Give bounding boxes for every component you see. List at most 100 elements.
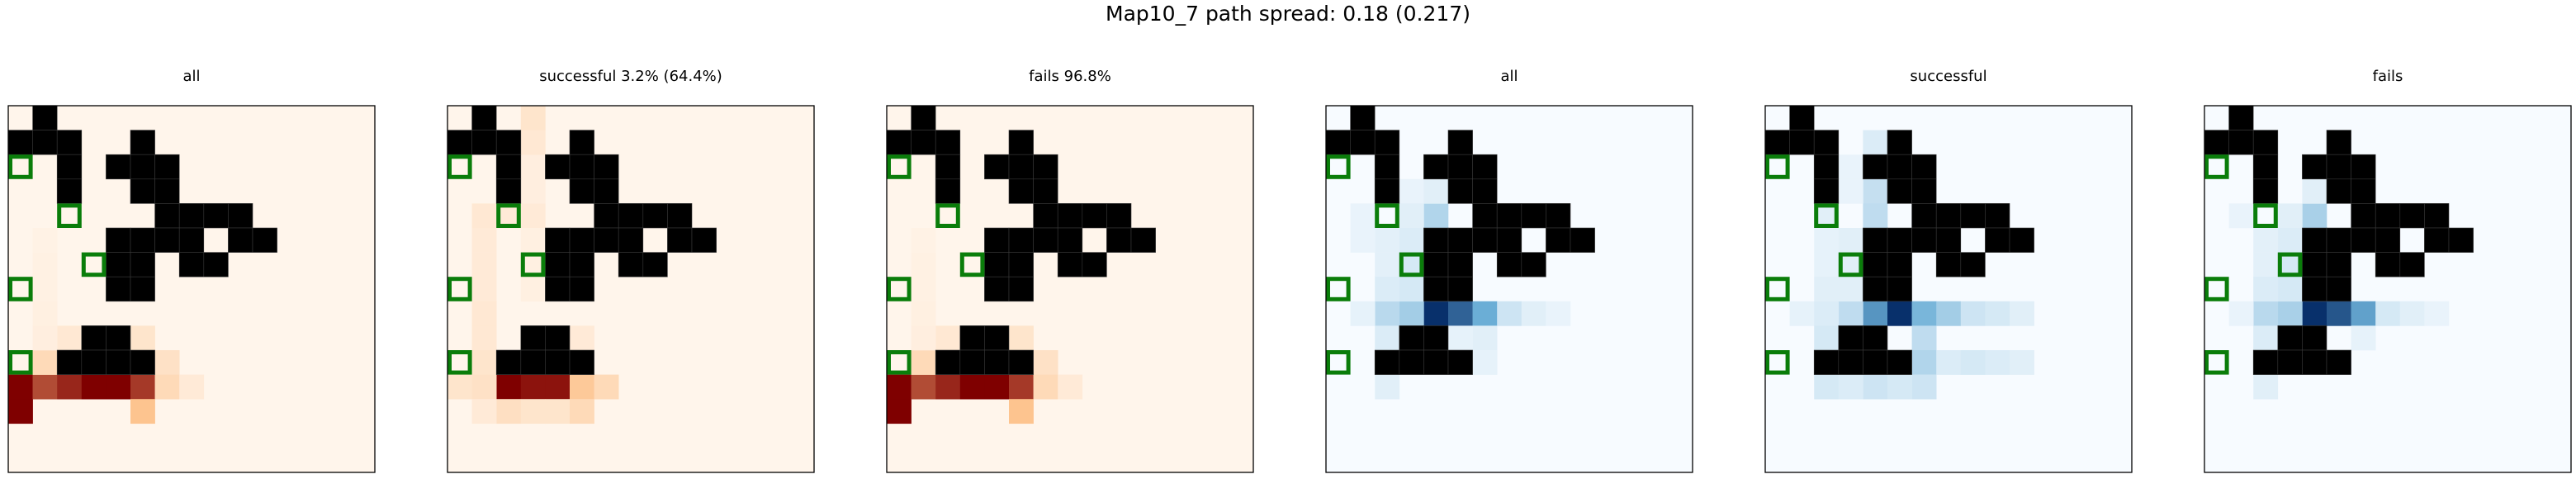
obstacle-cell — [1863, 325, 1888, 351]
obstacle-cell — [1008, 349, 1034, 375]
obstacle-cell — [1887, 130, 1912, 155]
heatmap-cell — [1375, 374, 1400, 400]
heatmap-cell — [545, 374, 571, 400]
heatmap-cell — [154, 350, 180, 375]
obstacle-cell — [2228, 130, 2254, 155]
heatmap-cell — [1009, 399, 1034, 424]
heatmap-cell — [570, 399, 594, 424]
obstacle-cell — [1057, 227, 1083, 253]
panel-4 — [1325, 105, 1693, 473]
obstacle-cell — [1813, 349, 1840, 375]
heatmap-cell — [911, 301, 936, 326]
obstacle-cell — [56, 130, 83, 155]
heatmap-cell — [2253, 301, 2279, 326]
obstacle-cell — [2302, 325, 2327, 351]
heatmap-cell — [471, 350, 497, 375]
obstacle-cell — [618, 227, 644, 253]
obstacle-cell — [2009, 227, 2034, 253]
heatmap-cell — [1423, 301, 1449, 326]
obstacle-cell — [1764, 130, 1790, 155]
heatmap-cell — [1863, 178, 1888, 204]
obstacle-cell — [1447, 349, 1473, 375]
heatmap-cell — [1814, 252, 1840, 277]
obstacle-cell — [1887, 252, 1912, 277]
obstacle-cell — [1008, 154, 1034, 180]
heatmap-cell — [1472, 301, 1498, 326]
obstacle-cell — [130, 349, 155, 375]
heatmap-cell — [1863, 301, 1888, 326]
panel-6 — [2204, 105, 2572, 473]
obstacle-cell — [1106, 227, 1132, 253]
obstacle-cell — [106, 276, 131, 302]
obstacle-cell — [471, 130, 497, 155]
start-marker — [8, 350, 33, 375]
heatmap-cell — [1838, 374, 1863, 400]
obstacle-cell — [1838, 349, 1863, 375]
heatmap-cell — [1033, 350, 1058, 375]
heatmap-cell — [911, 325, 936, 351]
obstacle-cell — [130, 252, 155, 277]
heatmap-cell — [1058, 374, 1083, 400]
obstacle-cell — [2252, 154, 2279, 180]
obstacle-cell — [1863, 349, 1888, 375]
obstacle-cell — [1935, 227, 1962, 253]
obstacle-cell — [130, 154, 155, 180]
heatmap-cell — [2253, 252, 2279, 277]
start-marker — [8, 277, 33, 301]
heatmap-cell — [887, 399, 912, 424]
obstacle-cell — [1423, 276, 1449, 302]
obstacle-cell — [2302, 252, 2327, 277]
obstacle-cell — [642, 252, 668, 277]
obstacle-cell — [667, 227, 693, 253]
heatmap-cell — [1911, 374, 1937, 400]
start-marker — [1765, 350, 1790, 375]
obstacle-cell — [495, 154, 522, 180]
obstacle-cell — [2326, 252, 2351, 277]
obstacle-cell — [1813, 130, 1840, 155]
obstacle-cell — [569, 227, 594, 253]
heatmap-cell — [2277, 228, 2303, 253]
heatmap-cell — [1960, 301, 1986, 326]
heatmap-cell — [2010, 301, 2034, 326]
obstacle-cell — [691, 227, 717, 253]
obstacle-cell — [1447, 130, 1473, 155]
obstacle-cell — [1130, 227, 1156, 253]
start-marker — [2204, 350, 2229, 375]
heatmap-cell — [2253, 374, 2279, 400]
heatmap-cell — [570, 374, 594, 400]
heatmap-cell — [1838, 301, 1863, 326]
obstacle-cell — [1008, 178, 1034, 204]
heatmap-cell — [2228, 203, 2254, 229]
obstacle-cell — [81, 349, 107, 375]
heatmap-cell — [1911, 350, 1937, 375]
heatmap-cell — [984, 374, 1010, 400]
heatmap-cell — [1375, 301, 1400, 326]
obstacle-cell — [1033, 227, 1058, 253]
start-marker — [57, 203, 82, 228]
heatmap-cell — [520, 106, 546, 130]
obstacle-cell — [495, 178, 522, 204]
heatmap-cell — [2302, 178, 2327, 204]
heatmap-cell — [496, 374, 522, 400]
panel-2 — [447, 105, 815, 473]
obstacle-cell — [1887, 227, 1912, 253]
obstacle-cell — [228, 227, 253, 253]
obstacle-cell — [1887, 349, 1912, 375]
obstacle-cell — [984, 349, 1010, 375]
obstacle-cell — [2399, 252, 2425, 277]
heatmap-cell — [1472, 350, 1498, 375]
obstacle-cell — [642, 203, 668, 229]
heatmap-cell — [1985, 301, 2010, 326]
panel-3-title: fails 96.8% — [1029, 68, 1111, 85]
obstacle-cell — [106, 325, 131, 351]
obstacle-cell — [56, 349, 83, 375]
start-marker — [1326, 350, 1351, 375]
figure-title: Map10_7 path spread: 0.18 (0.217) — [1106, 2, 1470, 26]
obstacle-cell — [2326, 349, 2351, 375]
obstacle-cell — [178, 252, 205, 277]
obstacle-cell — [1472, 178, 1498, 204]
heatmap-cell — [1497, 301, 1522, 326]
obstacle-cell — [1325, 130, 1351, 155]
start-marker — [887, 277, 912, 301]
